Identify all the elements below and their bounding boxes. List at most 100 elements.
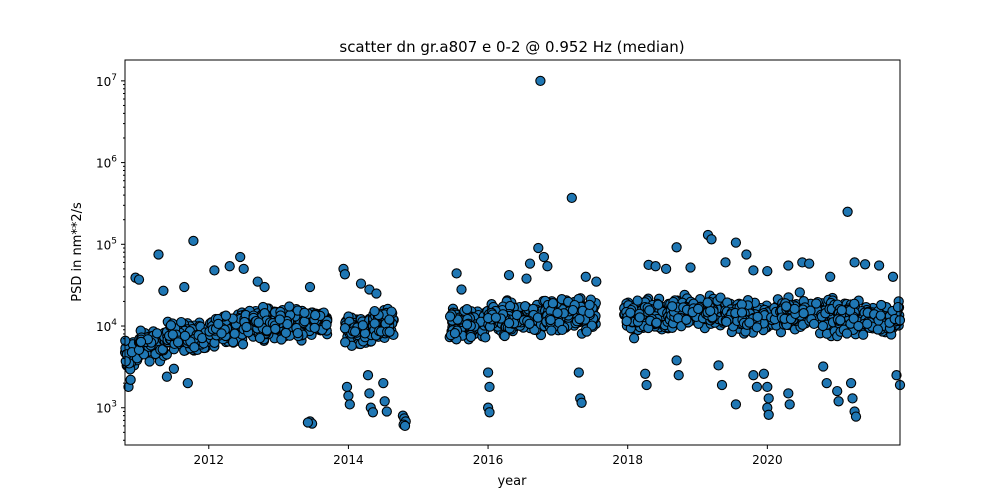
data-point — [302, 417, 314, 428]
data-point — [833, 396, 844, 407]
data-point — [340, 337, 351, 348]
data-point — [845, 377, 857, 389]
data-point — [444, 311, 456, 322]
data-point — [461, 319, 473, 330]
data-point — [660, 263, 672, 275]
data-point — [304, 281, 316, 293]
data-point — [721, 316, 732, 327]
data-point — [892, 301, 904, 313]
data-point — [542, 261, 553, 272]
data-point — [847, 393, 858, 404]
data-point — [292, 327, 303, 339]
data-point — [783, 388, 794, 399]
data-point — [841, 328, 853, 339]
data-point — [632, 295, 643, 306]
data-point — [144, 356, 155, 367]
data-point — [456, 284, 467, 295]
data-point — [378, 377, 389, 389]
x-tick-label: 2012 — [194, 453, 225, 467]
data-point — [566, 192, 577, 204]
data-point — [235, 251, 246, 263]
data-point — [811, 298, 822, 309]
data-point — [189, 342, 200, 353]
data-point — [484, 381, 495, 393]
data-point — [399, 420, 411, 432]
data-point — [533, 242, 544, 254]
data-point — [224, 261, 235, 272]
data-point — [762, 265, 773, 277]
data-point — [165, 320, 177, 331]
data-point — [357, 320, 368, 331]
y-tick-label: 106 — [96, 155, 117, 171]
data-point — [209, 265, 220, 276]
data-point — [369, 318, 380, 329]
data-point — [848, 313, 859, 324]
data-point — [379, 396, 390, 407]
data-point — [762, 381, 773, 393]
data-point — [832, 385, 843, 397]
data-point — [179, 330, 191, 342]
data-point — [783, 260, 794, 271]
data-point — [706, 234, 717, 245]
data-point — [849, 298, 860, 309]
data-point — [449, 328, 461, 339]
data-point — [465, 331, 477, 343]
data-point — [546, 325, 557, 336]
data-point — [591, 276, 602, 287]
data-point — [567, 304, 579, 316]
data-point — [188, 235, 199, 247]
data-point — [859, 259, 871, 270]
y-axis: 103 104 105 106 107 — [96, 73, 125, 441]
data-point — [584, 299, 595, 311]
data-point — [310, 309, 321, 321]
data-point — [284, 301, 295, 312]
data-point — [751, 381, 763, 393]
data-point — [216, 328, 227, 339]
data-point — [270, 323, 281, 335]
data-point — [702, 297, 713, 308]
data-point — [821, 377, 832, 389]
data-point — [667, 301, 678, 312]
data-point — [640, 368, 651, 379]
data-point — [362, 370, 374, 381]
data-point — [836, 305, 847, 316]
data-point — [237, 339, 249, 350]
data-point — [227, 336, 239, 348]
data-point — [339, 269, 351, 280]
data-point — [817, 320, 829, 332]
data-point — [576, 397, 587, 408]
data-point — [794, 287, 805, 298]
data-point — [521, 273, 532, 284]
data-point — [875, 310, 886, 321]
data-point — [557, 324, 568, 336]
data-point — [842, 206, 853, 217]
data-point — [872, 324, 884, 335]
data-point — [535, 75, 546, 87]
data-point — [751, 322, 763, 333]
y-tick-label: 103 — [96, 400, 117, 416]
data-point — [182, 377, 193, 389]
data-point — [220, 310, 232, 321]
data-point — [818, 361, 829, 372]
data-point — [705, 305, 716, 317]
data-point — [808, 318, 820, 330]
data-point — [282, 318, 293, 330]
data-point — [254, 332, 266, 344]
data-point — [545, 314, 556, 326]
data-point — [259, 281, 270, 293]
data-point — [299, 307, 310, 318]
data-point — [730, 237, 742, 248]
x-tick-label: 2014 — [333, 453, 364, 467]
data-point — [482, 367, 494, 378]
data-point — [781, 301, 792, 312]
data-point — [741, 249, 752, 260]
data-point — [168, 363, 180, 374]
data-point — [369, 305, 380, 317]
data-point — [125, 374, 136, 385]
data-point — [371, 288, 382, 299]
data-point — [763, 393, 774, 404]
data-point — [451, 268, 462, 279]
data-point — [853, 320, 864, 332]
data-point — [133, 274, 145, 285]
